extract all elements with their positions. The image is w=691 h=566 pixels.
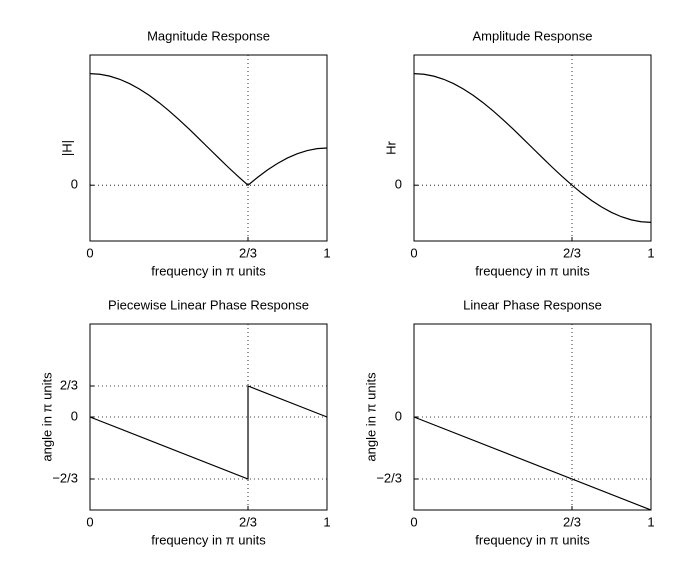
x-tick-label: 1 (323, 245, 330, 260)
y-tick-label: −2/3 (376, 470, 402, 485)
chart-title: Linear Phase Response (463, 297, 602, 312)
x-axis-label: frequency in π units (475, 532, 590, 547)
curve (89, 385, 328, 480)
y-tick-label: 2/3 (60, 377, 78, 392)
curve (413, 416, 652, 511)
y-axis-label: angle in π units (363, 372, 378, 462)
axes-frame (413, 323, 652, 511)
x-tick-label: 0 (86, 245, 93, 260)
chart-title: Piecewise Linear Phase Response (108, 297, 309, 312)
y-axis-label: Hr (383, 140, 398, 154)
x-axis-label: frequency in π units (151, 532, 266, 547)
x-tick-label: 1 (647, 514, 654, 529)
x-tick-label: 0 (410, 245, 417, 260)
y-tick-label: 0 (395, 408, 402, 423)
x-tick-label: 2/3 (563, 245, 581, 260)
y-tick-label: 0 (71, 408, 78, 423)
x-tick-label: 2/3 (239, 514, 257, 529)
y-tick-label: −2/3 (52, 470, 78, 485)
axes-frame (89, 323, 328, 511)
x-tick-label: 0 (86, 514, 93, 529)
y-axis-label: |H| (59, 140, 74, 156)
x-tick-label: 1 (647, 245, 654, 260)
curve (413, 73, 652, 223)
x-tick-label: 2/3 (239, 245, 257, 260)
y-tick-label: 0 (71, 177, 78, 192)
curve (89, 73, 328, 186)
chart-title: Magnitude Response (147, 28, 270, 43)
x-axis-label: frequency in π units (475, 263, 590, 278)
x-tick-label: 2/3 (563, 514, 581, 529)
y-axis-label: angle in π units (39, 372, 54, 462)
x-axis-label: frequency in π units (151, 263, 266, 278)
x-tick-label: 0 (410, 514, 417, 529)
x-tick-label: 1 (323, 514, 330, 529)
y-tick-label: 0 (395, 177, 402, 192)
axes-frame (413, 54, 652, 242)
chart-title: Amplitude Response (473, 28, 593, 43)
